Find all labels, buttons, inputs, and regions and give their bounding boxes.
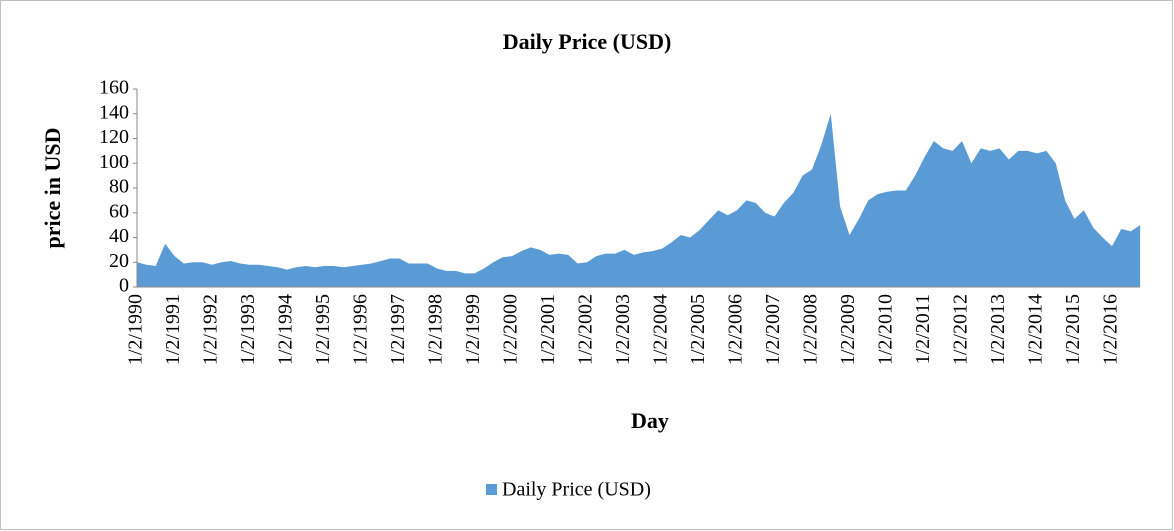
x-tick-label: 1/2/2005 [687, 294, 709, 365]
x-tick-label: 1/2/2006 [725, 294, 747, 365]
x-tick-label: 1/2/2013 [987, 294, 1009, 365]
y-tick-label: 60 [109, 200, 129, 222]
y-tick-label: 40 [109, 225, 129, 247]
x-tick-label: 1/2/1993 [237, 294, 259, 365]
legend-label: Daily Price (USD) [502, 479, 651, 501]
x-tick-label: 1/2/1994 [275, 294, 297, 365]
x-tick-label: 1/2/2000 [500, 294, 522, 365]
legend-swatch [486, 484, 497, 495]
x-tick-label: 1/2/2010 [875, 294, 897, 365]
y-tick-label: 120 [99, 126, 129, 148]
chart-title: Daily Price (USD) [503, 29, 672, 54]
x-tick-label: 1/2/1996 [350, 294, 372, 365]
x-tick-label: 1/2/2002 [575, 294, 597, 365]
x-tick-label: 1/2/2009 [837, 294, 859, 365]
y-axis-label: price in USD [40, 128, 65, 249]
y-tick-label: 0 [119, 275, 129, 297]
x-tick-label: 1/2/1999 [462, 294, 484, 365]
x-tick-label: 1/2/2007 [762, 294, 784, 365]
y-tick-label: 80 [109, 176, 129, 198]
x-tick-label: 1/2/2016 [1100, 294, 1122, 365]
x-tick-label: 1/2/1992 [200, 294, 222, 365]
x-tick-label: 1/2/2011 [912, 294, 934, 364]
x-axis-label: Day [631, 408, 669, 433]
x-tick-label: 1/2/2015 [1062, 294, 1084, 365]
y-tick-label: 100 [99, 151, 129, 173]
x-tick-label: 1/2/2001 [537, 294, 559, 365]
x-tick-label: 1/2/2004 [650, 294, 672, 365]
x-tick-label: 1/2/1997 [387, 294, 409, 365]
x-tick-label: 1/2/1991 [162, 294, 184, 365]
x-tick-label: 1/2/2012 [950, 294, 972, 365]
x-tick-label: 1/2/1998 [425, 294, 447, 365]
y-tick-label: 20 [109, 250, 129, 272]
y-tick-label: 140 [99, 101, 129, 123]
x-tick-label: 1/2/1995 [312, 294, 334, 365]
x-tick-label: 1/2/1990 [125, 294, 147, 365]
x-tick-label: 1/2/2003 [612, 294, 634, 365]
x-tick-label: 1/2/2008 [800, 294, 822, 365]
x-tick-label: 1/2/2014 [1025, 294, 1047, 365]
area [137, 113, 1141, 287]
y-tick-label: 160 [99, 77, 129, 99]
